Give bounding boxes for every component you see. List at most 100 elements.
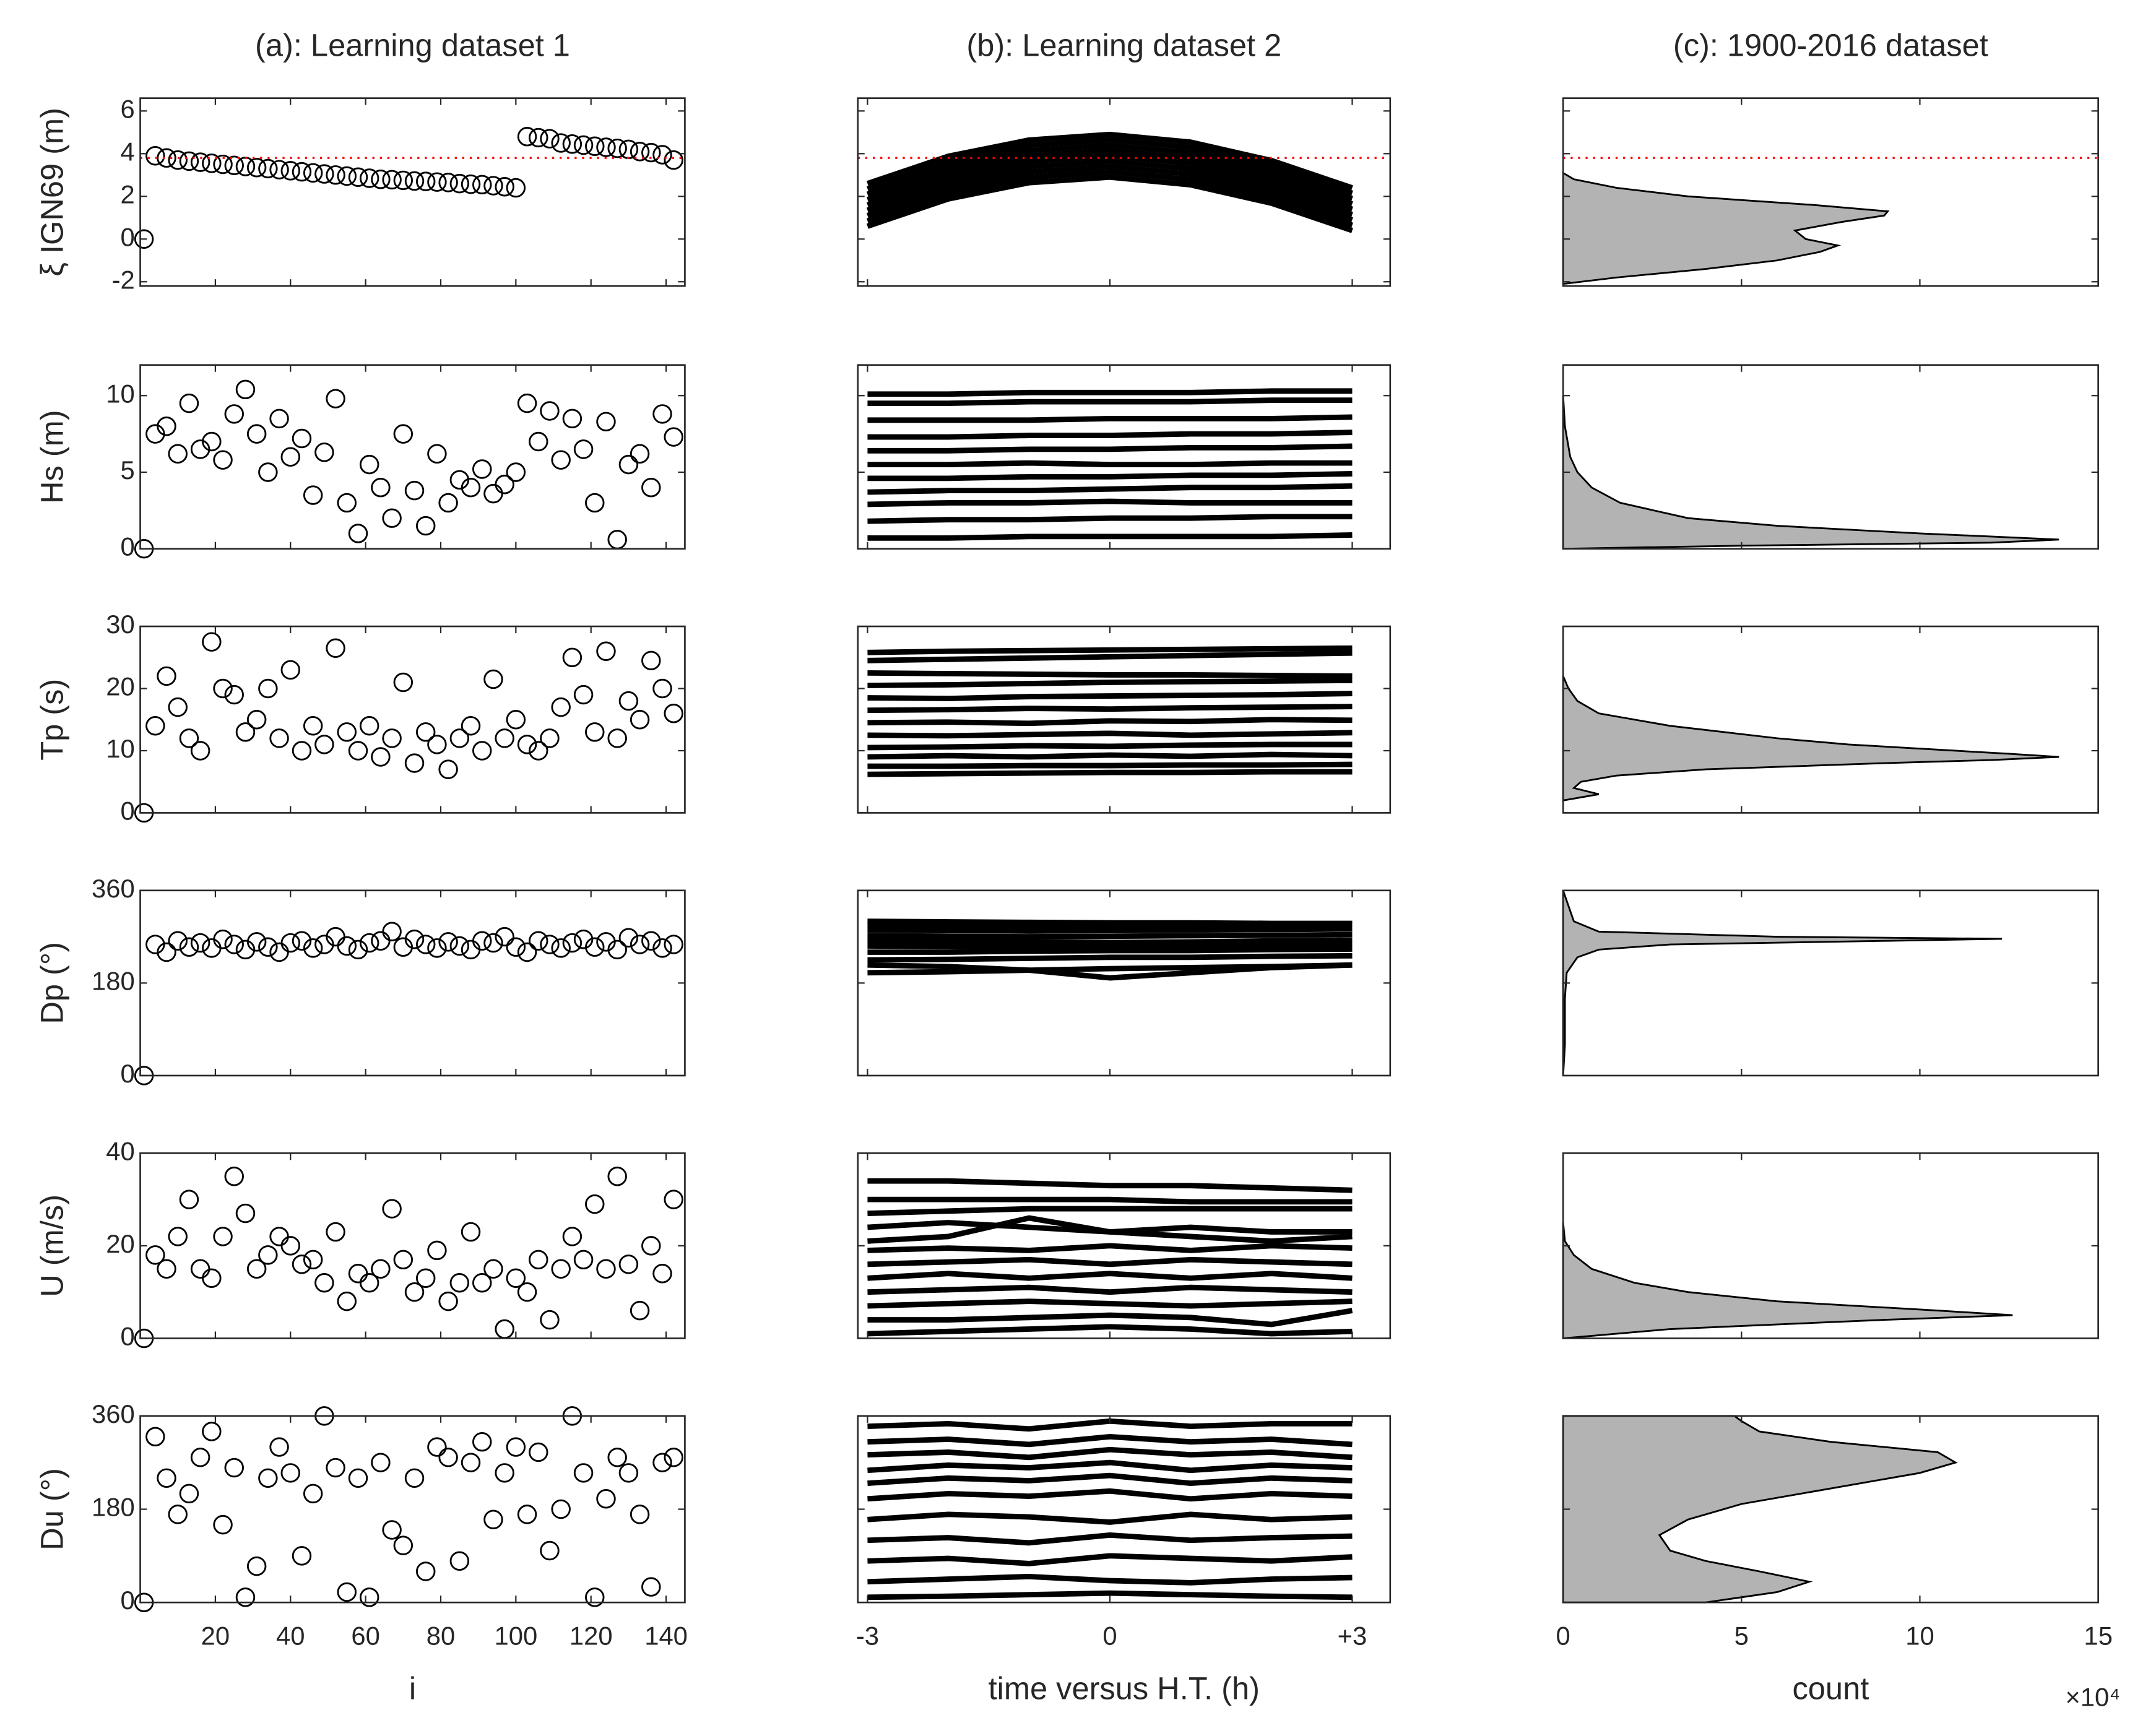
marker: [551, 450, 571, 470]
series-line: [867, 691, 1353, 701]
marker: [607, 1166, 627, 1186]
marker: [404, 1468, 425, 1488]
plot-area: [1563, 626, 2098, 813]
marker: [438, 932, 458, 952]
marker: [314, 164, 334, 184]
marker: [235, 1203, 256, 1224]
axes-box: [139, 97, 686, 287]
marker: [607, 728, 627, 748]
series-line: [867, 1532, 1353, 1546]
marker: [517, 1505, 537, 1524]
marker: [641, 1577, 661, 1597]
marker: [258, 462, 278, 482]
panel-title: (b): Learning dataset 2: [966, 28, 1281, 63]
series-line: [867, 147, 1353, 207]
marker: [280, 660, 301, 680]
marker: [382, 508, 402, 528]
marker: [258, 937, 278, 957]
marker: [269, 160, 289, 179]
marker: [168, 1505, 188, 1524]
axes-box: [139, 364, 686, 550]
series-line: [867, 414, 1353, 423]
marker: [145, 146, 165, 166]
marker: [382, 170, 402, 190]
marker: [303, 716, 323, 736]
marker: [224, 155, 244, 175]
plot-area: [140, 365, 685, 549]
marker: [145, 1245, 165, 1265]
marker: [348, 939, 368, 960]
series-line: [867, 137, 1353, 196]
marker: [157, 148, 176, 168]
marker: [337, 1291, 357, 1311]
series-line: [867, 769, 1353, 777]
marker: [168, 697, 188, 717]
series-line: [867, 388, 1353, 397]
marker: [427, 1437, 447, 1457]
y-axis-label: Dp (°): [34, 942, 69, 1024]
marker: [618, 1254, 639, 1274]
marker: [529, 931, 548, 951]
plot-area: [857, 890, 1390, 1076]
series-line: [867, 430, 1353, 440]
marker: [415, 1268, 436, 1288]
marker: [190, 741, 210, 761]
y-tick-label: 180: [92, 966, 135, 995]
marker: [596, 137, 616, 157]
marker: [551, 1499, 571, 1519]
marker: [573, 439, 594, 459]
marker: [472, 175, 492, 195]
marker: [213, 1227, 233, 1246]
marker: [652, 404, 672, 424]
marker: [529, 1250, 548, 1270]
marker: [326, 1457, 345, 1478]
marker: [359, 454, 379, 475]
marker: [472, 459, 492, 479]
marker: [269, 408, 289, 429]
marker: [213, 450, 233, 470]
series-line: [867, 1590, 1353, 1600]
marker: [134, 229, 154, 249]
density-area: [1562, 171, 1890, 285]
density-area: [1562, 1222, 2013, 1340]
marker: [326, 638, 345, 658]
marker: [483, 176, 503, 196]
series-line: [867, 1511, 1353, 1525]
marker: [314, 443, 334, 462]
marker: [427, 444, 447, 464]
marker: [326, 389, 345, 408]
series-line: [867, 730, 1353, 739]
marker: [438, 1291, 458, 1311]
marker: [213, 154, 233, 175]
y-tick-label: 4: [121, 137, 135, 166]
plot-area: [140, 98, 685, 287]
marker: [641, 650, 661, 671]
marker: [551, 697, 571, 717]
marker: [202, 1422, 222, 1441]
marker: [168, 444, 188, 464]
marker: [157, 942, 176, 962]
marker: [438, 493, 458, 513]
marker: [235, 379, 256, 400]
marker: [382, 1520, 402, 1540]
marker: [461, 716, 481, 736]
marker: [483, 1509, 503, 1529]
marker: [303, 163, 323, 183]
y-tick-label: 0: [121, 1586, 135, 1615]
series-line: [867, 670, 1353, 679]
plot-area: [140, 626, 685, 813]
marker: [449, 1272, 470, 1293]
series-line: [867, 962, 1353, 981]
marker: [540, 401, 560, 421]
marker: [472, 931, 492, 951]
marker: [472, 741, 492, 761]
marker: [652, 1264, 672, 1284]
marker: [246, 932, 267, 952]
marker: [280, 1463, 301, 1483]
axes-box: [1562, 97, 2099, 287]
series-line: [867, 1256, 1353, 1267]
marker: [438, 173, 458, 192]
marker: [641, 477, 661, 498]
marker: [337, 722, 357, 742]
